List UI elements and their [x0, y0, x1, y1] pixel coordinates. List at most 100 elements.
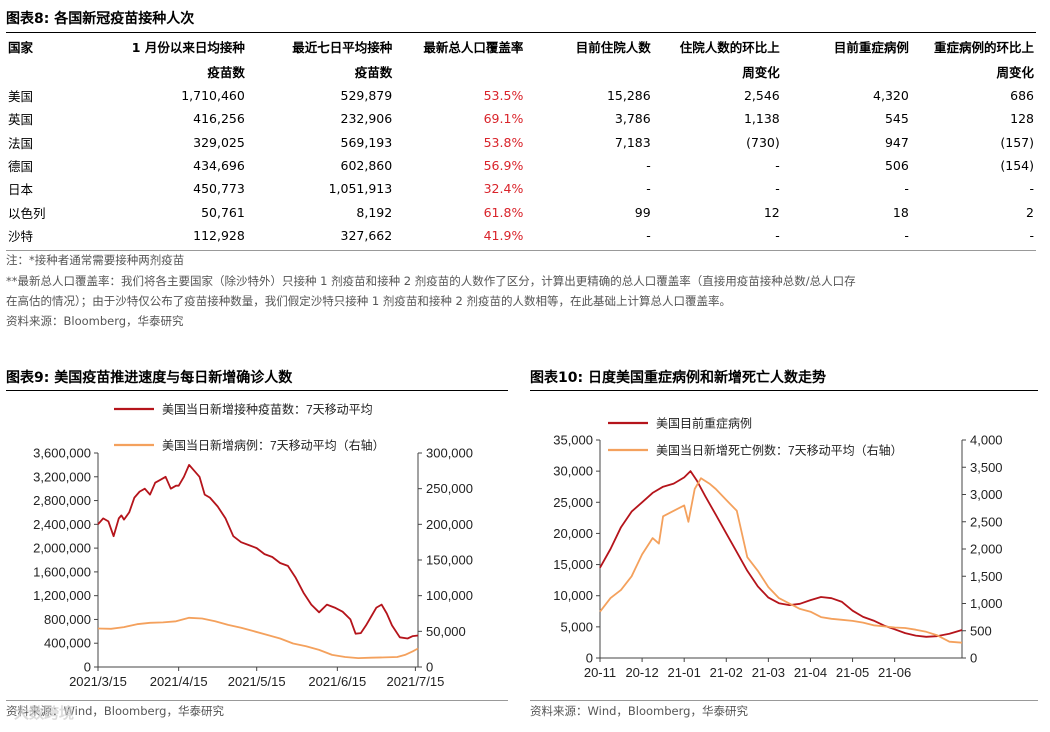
- right-bottom-rule: [530, 700, 1038, 701]
- series-line-1: [97, 464, 419, 640]
- cell-week: 327,662: [340, 227, 393, 243]
- cell-severe: -: [904, 227, 909, 243]
- legend-label: 美国目前重症病例: [656, 416, 752, 431]
- left-chart-title: 图表9: 美国疫苗推进速度与每日新增确诊人数: [6, 370, 293, 386]
- right-chart: 0 5,000 10,000 15,000 20,000 25,000 30,000 35,0…: [553, 416, 1003, 681]
- y-tick-label-left: 0: [586, 651, 593, 666]
- y-tick-label-left: 20,000: [553, 526, 593, 541]
- header-hosp: 目前住院人数: [575, 40, 651, 55]
- x-tick-label: 2021/6/15: [308, 674, 366, 689]
- table-bottom-rule: [6, 250, 1036, 251]
- table-header-row-1: 国家 1 月份以来日均接种 最近七日平均接种 最新总人口覆盖率 目前住院人数 住…: [6, 34, 1036, 59]
- x-tick-label: 2021/7/15: [386, 674, 444, 689]
- x-tick-label: 20-12: [625, 665, 658, 680]
- y-tick-label-left: 1,200,000: [33, 588, 91, 603]
- y-tick-label-right: 2,500: [970, 514, 1003, 529]
- y-tick-label-right: 100,000: [426, 588, 473, 603]
- cell-daily: 112,928: [193, 227, 245, 243]
- cell-hosp: -: [646, 227, 651, 243]
- cell-severe-change: 2: [1026, 204, 1034, 220]
- cell-country: 沙特: [8, 228, 34, 244]
- y-tick-label-right: 300,000: [426, 446, 473, 461]
- cell-severe: 545: [884, 111, 909, 127]
- cell-coverage: 61.8%: [483, 204, 524, 220]
- cell-hosp: 99: [634, 204, 651, 220]
- cell-hosp: 7,183: [614, 134, 651, 150]
- header-hosp-change: 住院人数的环比上: [679, 40, 780, 55]
- table-row: 法国 329,025 569,193 53.8% 7,183 (730) 947 (157): [6, 131, 1036, 154]
- y-tick-label-left: 400,000: [44, 636, 91, 651]
- header-severe: 目前重症病例: [833, 40, 909, 55]
- cell-severe: 18: [892, 204, 909, 220]
- cell-severe-change: (157): [1000, 134, 1034, 150]
- cell-severe: 4,320: [873, 88, 909, 104]
- cell-hosp-change: 1,138: [743, 111, 780, 127]
- cell-daily: 434,696: [193, 158, 245, 174]
- cell-severe: -: [904, 181, 909, 197]
- table-note-2: **最新总人口覆盖率：我们将各主要国家（除沙特外）只接种 1 剂疫苗和接种 2 …: [6, 274, 856, 288]
- cell-country: 法国: [8, 135, 34, 151]
- y-tick-label-right: 0: [426, 660, 433, 675]
- y-tick-label-left: 15,000: [553, 557, 593, 572]
- right-title-rule: [530, 390, 1038, 391]
- header-daily: 1 月份以来日均接种: [131, 40, 245, 55]
- x-tick-label: 21-05: [836, 665, 869, 680]
- cell-coverage: 53.5%: [483, 88, 524, 104]
- cell-week: 602,860: [340, 158, 393, 174]
- title-rule: [6, 32, 1036, 33]
- x-tick-label: 2021/4/15: [150, 674, 208, 689]
- cell-week: 569,193: [340, 134, 393, 150]
- header-week: 最近七日平均接种: [292, 40, 393, 55]
- table-note-3: 在高估的情况）；由于沙特仅公布了疫苗接种数量，我们假定沙特只接种 1 剂疫苗和接…: [6, 294, 731, 308]
- header-daily-line2: 疫苗数: [207, 65, 245, 80]
- y-tick-label-left: 800,000: [44, 612, 91, 627]
- cell-hosp-change: -: [775, 158, 780, 174]
- cell-hosp: 3,786: [614, 111, 651, 127]
- y-tick-label-left: 2,800,000: [33, 493, 91, 508]
- table-note-1: 注：*接种者通常需要接种两剂疫苗: [6, 253, 185, 267]
- y-tick-label-right: 3,500: [970, 460, 1003, 475]
- cell-week: 8,192: [356, 204, 393, 220]
- table-source: 资料来源：Bloomberg，华泰研究: [6, 314, 184, 328]
- x-tick-label: 21-06: [878, 665, 911, 680]
- cell-hosp-change: (730): [746, 134, 780, 150]
- cell-severe-change: -: [1029, 181, 1034, 197]
- y-tick-label-left: 3,600,000: [33, 446, 91, 461]
- cell-country: 日本: [8, 182, 34, 198]
- right-chart-title: 图表10: 日度美国重症病例和新增死亡人数走势: [530, 370, 826, 386]
- header-week-line2: 疫苗数: [354, 65, 393, 80]
- x-tick-label: 2021/5/15: [228, 674, 286, 689]
- cell-week: 529,879: [340, 88, 393, 104]
- table-row: 以色列 50,761 8,192 61.8% 99 12 18 2: [6, 200, 1036, 223]
- y-tick-label-left: 3,200,000: [33, 469, 91, 484]
- cell-severe-change: 128: [1010, 111, 1034, 127]
- cell-severe: 506: [884, 158, 909, 174]
- table-header-row-2: 疫苗数 疫苗数 周变化 周变化: [6, 59, 1036, 84]
- cell-daily: 416,256: [193, 111, 245, 127]
- cell-week: 232,906: [340, 111, 393, 127]
- series-line-1: [599, 470, 963, 638]
- y-tick-label-left: 5,000: [560, 619, 593, 634]
- x-tick-label: 21-01: [668, 665, 701, 680]
- series-line-2: [97, 616, 419, 660]
- cell-hosp: -: [646, 181, 651, 197]
- x-tick-label: 20-11: [584, 665, 616, 680]
- y-tick-label-left: 10,000: [553, 588, 593, 603]
- series-line-2: [599, 477, 963, 644]
- right-chart-source: 资料来源：Wind，Bloomberg，华泰研究: [530, 704, 748, 718]
- watermark: 大数跨境: [14, 704, 75, 722]
- y-tick-label-right: 1,500: [970, 569, 1003, 584]
- table-row: 英国 416,256 232,906 69.1% 3,786 1,138 545 128: [6, 107, 1036, 130]
- header-severe-change: 重症病例的环比上: [933, 40, 1034, 55]
- cell-week: 1,051,913: [328, 181, 393, 197]
- legend-label: 美国当日新增死亡例数：7天移动平均（右轴）: [656, 443, 903, 458]
- left-chart: 0 400,000 800,000 1,200,000 1,600,000 2,000,0…: [33, 402, 473, 690]
- table-row: 沙特 112,928 327,662 41.9% - - - -: [6, 224, 1036, 247]
- vaccine-table: 国家 1 月份以来日均接种 最近七日平均接种 最新总人口覆盖率 目前住院人数 住…: [6, 34, 1036, 247]
- header-coverage: 最新总人口覆盖率: [423, 40, 524, 55]
- cell-country: 英国: [8, 112, 34, 128]
- table-row: 德国 434,696 602,860 56.9% - - 506 (154): [6, 154, 1036, 177]
- header-hosp-change-line2: 周变化: [742, 65, 780, 80]
- y-tick-label-left: 35,000: [553, 433, 593, 448]
- y-tick-label-left: 2,400,000: [33, 517, 91, 532]
